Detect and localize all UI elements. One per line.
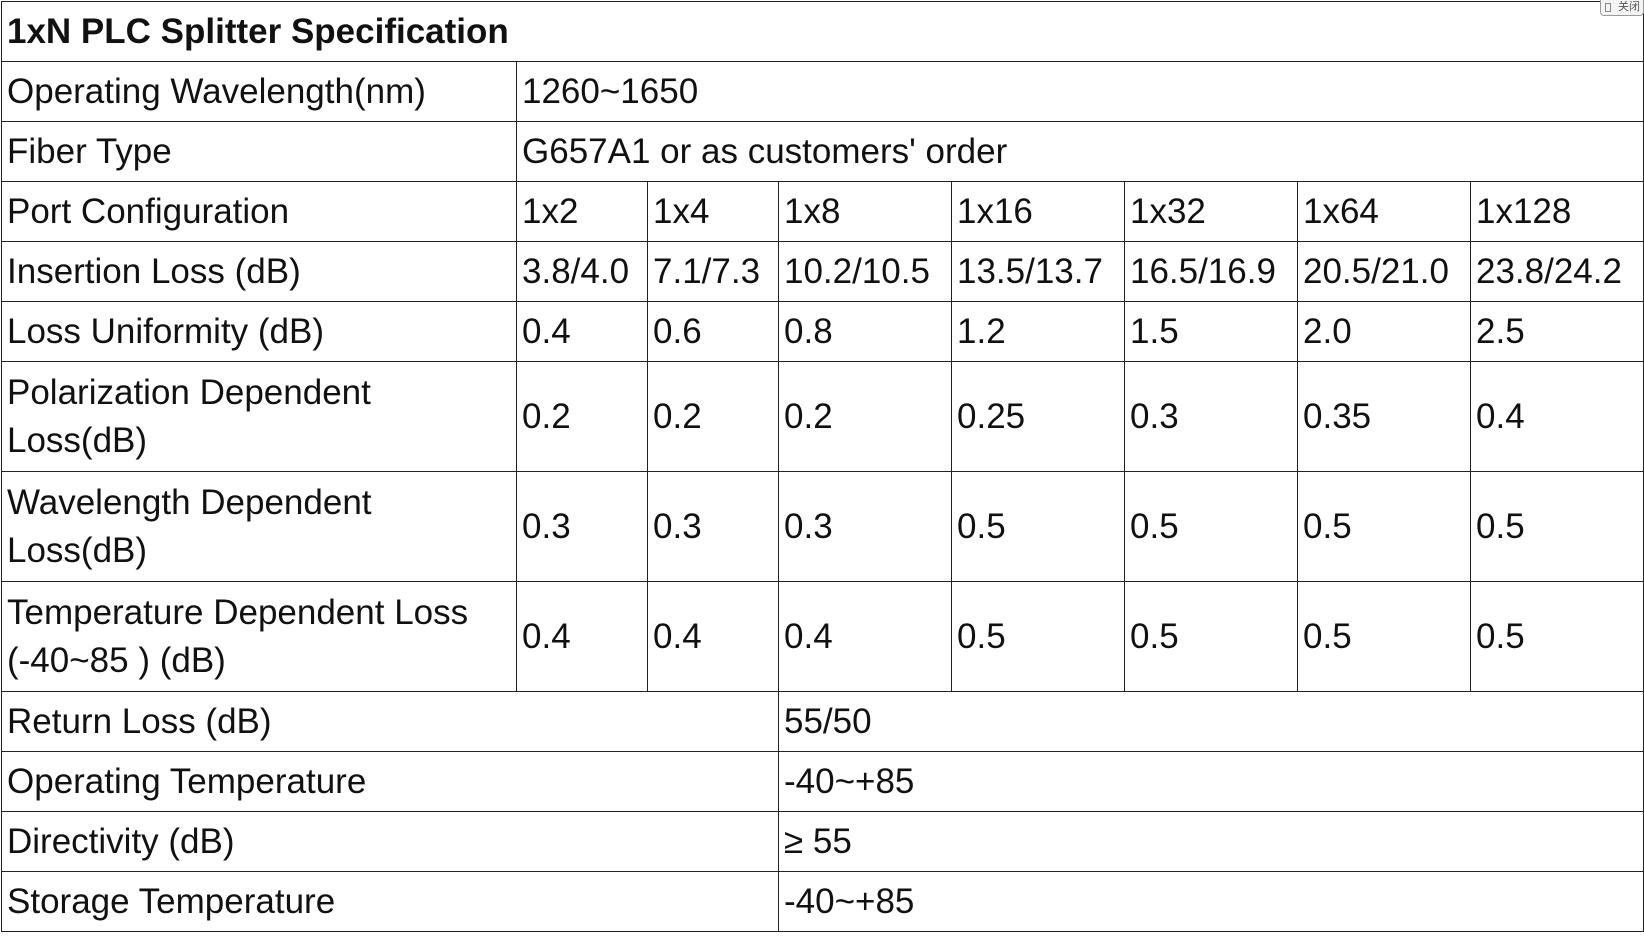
row-wavelength-dependent-loss: Wavelength Dependent Loss(dB) 0.3 0.3 0.…: [1, 471, 1644, 582]
row-value: ≥ 55: [777, 811, 1644, 872]
grip-icon: [1605, 3, 1611, 12]
cell-value: 0.5: [1297, 471, 1471, 582]
table-title: 1xN PLC Splitter Specification: [0, 1, 1644, 62]
cell-value: 7.1/7.3: [647, 241, 779, 302]
cell-value: 0.5: [1124, 581, 1298, 692]
cell-value: 0.3: [516, 471, 648, 582]
cell-value: 20.5/21.0: [1297, 241, 1471, 302]
title-row: 1xN PLC Splitter Specification: [0, 1, 1644, 62]
row-fiber-type: Fiber Type G657A1 or as customers' order: [1, 121, 1644, 182]
cell-value: 1.2: [951, 301, 1125, 362]
row-value: G657A1 or as customers' order: [515, 121, 1644, 182]
cell-value: 0.25: [951, 361, 1125, 472]
row-temperature-dependent-loss: Temperature Dependent Loss (-40~85 ) (dB…: [1, 581, 1644, 692]
row-directivity: Directivity (dB) ≥ 55: [1, 811, 1644, 872]
cell-value: 1x32: [1124, 181, 1298, 242]
cell-value: 0.35: [1297, 361, 1471, 472]
cell-value: 0.2: [647, 361, 779, 472]
cell-value: 1x128: [1469, 181, 1644, 242]
cell-value: 1.5: [1124, 301, 1298, 362]
cell-value: 0.5: [1469, 471, 1644, 582]
cell-value: 2.5: [1469, 301, 1644, 362]
cell-value: 16.5/16.9: [1124, 241, 1298, 302]
row-value: -40~+85: [777, 751, 1644, 812]
row-storage-temperature: Storage Temperature -40~+85: [1, 871, 1644, 932]
cell-value: 0.4: [1469, 361, 1644, 472]
cell-value: 0.4: [778, 581, 952, 692]
row-value: 1260~1650: [515, 61, 1644, 122]
row-loss-uniformity: Loss Uniformity (dB) 0.4 0.6 0.8 1.2 1.5…: [1, 301, 1644, 362]
cell-value: 0.3: [778, 471, 952, 582]
close-button-label: 关闭: [1618, 1, 1640, 13]
close-button[interactable]: 关闭: [1600, 0, 1644, 16]
cell-value: 2.0: [1297, 301, 1471, 362]
cell-value: 0.4: [516, 581, 648, 692]
row-label: Directivity (dB): [1, 811, 779, 872]
row-polarization-dependent-loss: Polarization Dependent Loss(dB) 0.2 0.2 …: [1, 361, 1644, 472]
cell-value: 0.5: [951, 471, 1125, 582]
row-value: -40~+85: [777, 871, 1644, 932]
cell-value: 10.2/10.5: [778, 241, 952, 302]
cell-value: 1x16: [951, 181, 1125, 242]
row-label: Operating Temperature: [1, 751, 779, 812]
row-port-configuration: Port Configuration 1x2 1x4 1x8 1x16 1x32…: [1, 181, 1644, 242]
row-label: Storage Temperature: [1, 871, 779, 932]
row-label: Fiber Type: [1, 121, 517, 182]
cell-value: 1x4: [647, 181, 779, 242]
row-label: Port Configuration: [1, 181, 517, 242]
row-label: Wavelength Dependent Loss(dB): [1, 471, 517, 582]
row-operating-temperature: Operating Temperature -40~+85: [1, 751, 1644, 812]
row-insertion-loss: Insertion Loss (dB) 3.8/4.0 7.1/7.3 10.2…: [1, 241, 1644, 302]
cell-value: 0.5: [1469, 581, 1644, 692]
row-label: Operating Wavelength(nm): [1, 61, 517, 122]
row-label: Loss Uniformity (dB): [1, 301, 517, 362]
cell-value: 0.2: [516, 361, 648, 472]
cell-value: 23.8/24.2: [1469, 241, 1644, 302]
cell-value: 0.2: [778, 361, 952, 472]
row-label: Temperature Dependent Loss (-40~85 ) (dB…: [1, 581, 517, 692]
cell-value: 0.5: [951, 581, 1125, 692]
row-operating-wavelength: Operating Wavelength(nm) 1260~1650: [1, 61, 1644, 122]
cell-value: 0.5: [1297, 581, 1471, 692]
cell-value: 13.5/13.7: [951, 241, 1125, 302]
row-value: 55/50: [777, 691, 1644, 752]
row-label: Return Loss (dB): [1, 691, 779, 752]
row-label: Insertion Loss (dB): [1, 241, 517, 302]
cell-value: 1x2: [516, 181, 648, 242]
cell-value: 1x64: [1297, 181, 1471, 242]
cell-value: 0.4: [647, 581, 779, 692]
cell-value: 3.8/4.0: [516, 241, 648, 302]
cell-value: 0.5: [1124, 471, 1298, 582]
cell-value: 0.8: [778, 301, 952, 362]
row-return-loss: Return Loss (dB) 55/50: [1, 691, 1644, 752]
cell-value: 0.6: [647, 301, 779, 362]
row-label: Polarization Dependent Loss(dB): [1, 361, 517, 472]
cell-value: 0.3: [647, 471, 779, 582]
cell-value: 1x8: [778, 181, 952, 242]
cell-value: 0.4: [516, 301, 648, 362]
cell-value: 0.3: [1124, 361, 1298, 472]
